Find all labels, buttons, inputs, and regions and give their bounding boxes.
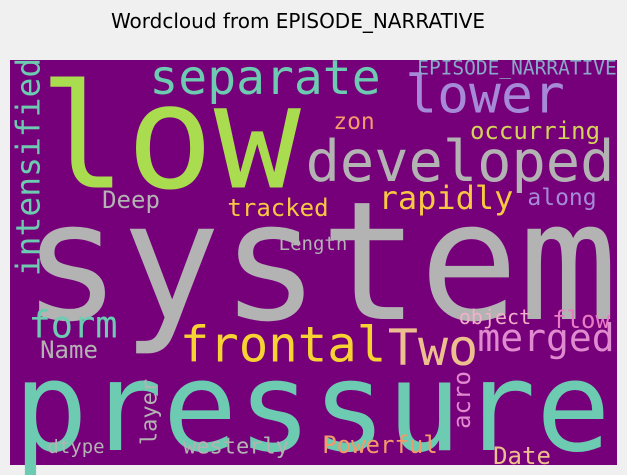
word: developed [306, 129, 615, 195]
word: low [39, 54, 302, 223]
word: lower [405, 65, 565, 126]
word: layer [138, 379, 163, 445]
word: system [22, 166, 618, 358]
word: Deep [102, 186, 160, 214]
word: EPISODE_NARRATIVE [417, 57, 617, 80]
cloud-background [10, 60, 617, 465]
word: Length [279, 233, 348, 255]
word: rapidly [379, 179, 514, 217]
word: Name [40, 336, 98, 364]
word: Powerful [322, 431, 438, 459]
word: merged [477, 316, 614, 360]
word: pressure [13, 336, 610, 475]
word: along [527, 185, 596, 211]
chart-title: Wordcloud from EPISODE_NARRATIVE [111, 9, 485, 33]
word: separate [149, 50, 380, 106]
word: object [459, 305, 531, 329]
word: Two [388, 319, 478, 377]
word: occurring [470, 117, 600, 145]
word: Date [493, 442, 551, 470]
word: tracked [227, 194, 328, 222]
word: westerly [183, 435, 289, 460]
word: frontal [180, 317, 387, 374]
word: form [28, 304, 117, 347]
word: acro [448, 371, 476, 429]
word: dtype [47, 436, 104, 458]
word: zon [333, 109, 375, 135]
word: flow [552, 306, 610, 334]
word: intensified [9, 58, 48, 277]
